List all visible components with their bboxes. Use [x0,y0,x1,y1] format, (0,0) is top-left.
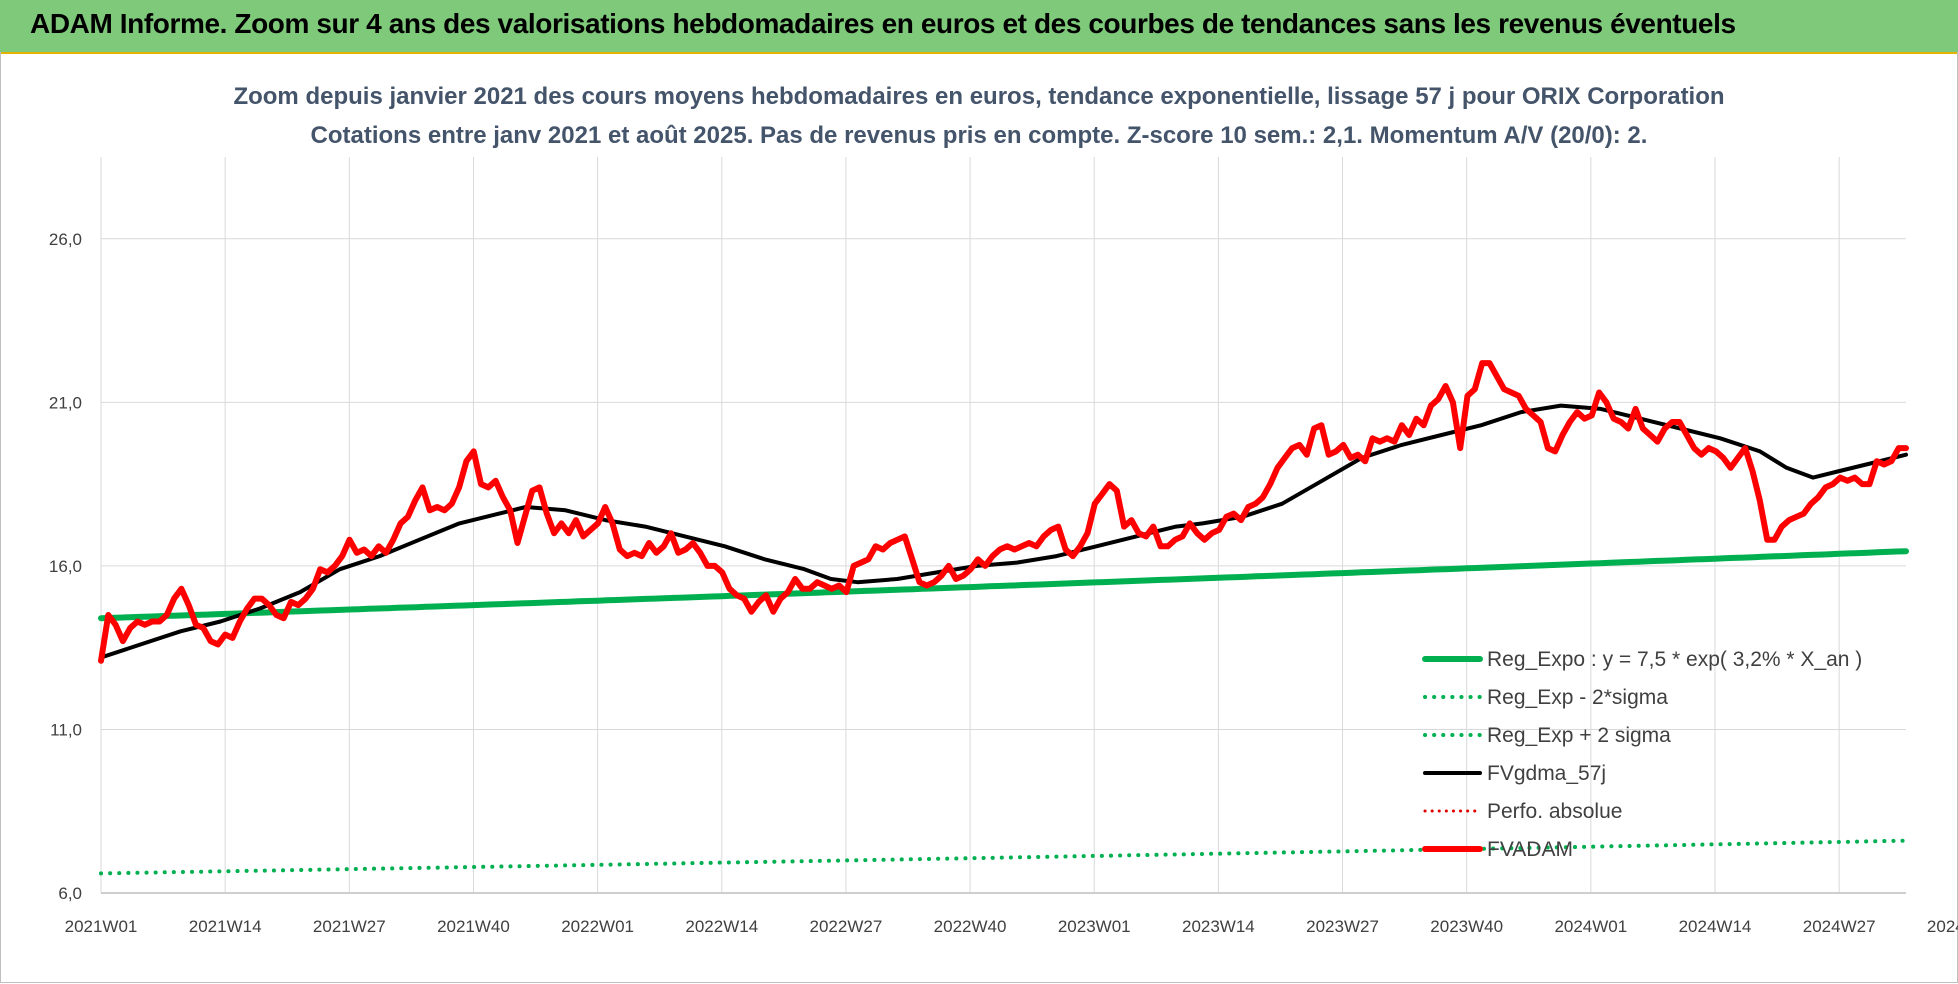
legend-label: FVADAM [1487,838,1573,861]
chart-title-box [282,76,1666,162]
chart-subtitle: Cotations entre janv 2021 et août 2025. … [311,122,1648,149]
y-tick-label: 6,0 [58,884,82,903]
legend-label: Reg_Exp + 2 sigma [1487,724,1671,747]
y-tick-label: 11,0 [50,720,82,739]
x-tick-label: 2022W27 [810,917,883,936]
x-tick-label: 2023W40 [1430,917,1503,936]
axis-labels: 6,0 11,0 16,0 21,0 26,0 2021W01 2021W14 2021W27… [49,230,1958,936]
header-banner: ADAM Informe. Zoom sur 4 ans des valoris… [0,0,1958,54]
series-layer [98,360,1909,876]
x-tick-label: 2022W01 [561,917,634,936]
x-tick-label: 2021W14 [189,917,262,936]
y-tick-label: 26,0 [49,230,82,249]
x-tick-label: 2024W01 [1554,917,1627,936]
x-tick-label: 2022W40 [934,917,1007,936]
x-tick-label: 2022W14 [685,917,758,936]
series-line-1 [98,548,1909,622]
legend-label: Reg_Exp - 2*sigma [1487,686,1668,709]
legend-label: FVgdma_57j [1487,762,1606,785]
x-tick-label: 2023W27 [1306,917,1379,936]
legend-label: Perfo. absolue [1487,800,1622,823]
legend: Reg_Expo : y = 7,5 * exp( 3,2% * X_an ) R… [1422,648,1862,861]
legend-label: Reg_Expo : y = 7,5 * exp( 3,2% * X_an ) [1487,648,1862,671]
series-line-6 [98,360,1909,664]
x-tick-label: 2021W27 [313,917,386,936]
gridlines [100,157,1906,894]
x-tick-label: 2023W01 [1058,917,1131,936]
x-tick-label: 2021W01 [65,917,138,936]
x-tick-label: 2024W27 [1803,917,1876,936]
x-tick-label: 2021W40 [437,917,510,936]
series-line-4 [99,403,1908,660]
chart-title: Zoom depuis janvier 2021 des cours moyen… [233,83,1724,110]
y-tick-label: 21,0 [49,393,82,412]
x-tick-label: 2024W40 [1927,917,1958,936]
y-tick-label: 16,0 [49,557,82,576]
x-tick-label: 2024W14 [1679,917,1752,936]
x-tick-label: 2023W14 [1182,917,1255,936]
page-title: ADAM Informe. Zoom sur 4 ans des valoris… [30,8,1736,39]
series-line-2 [99,838,1908,876]
